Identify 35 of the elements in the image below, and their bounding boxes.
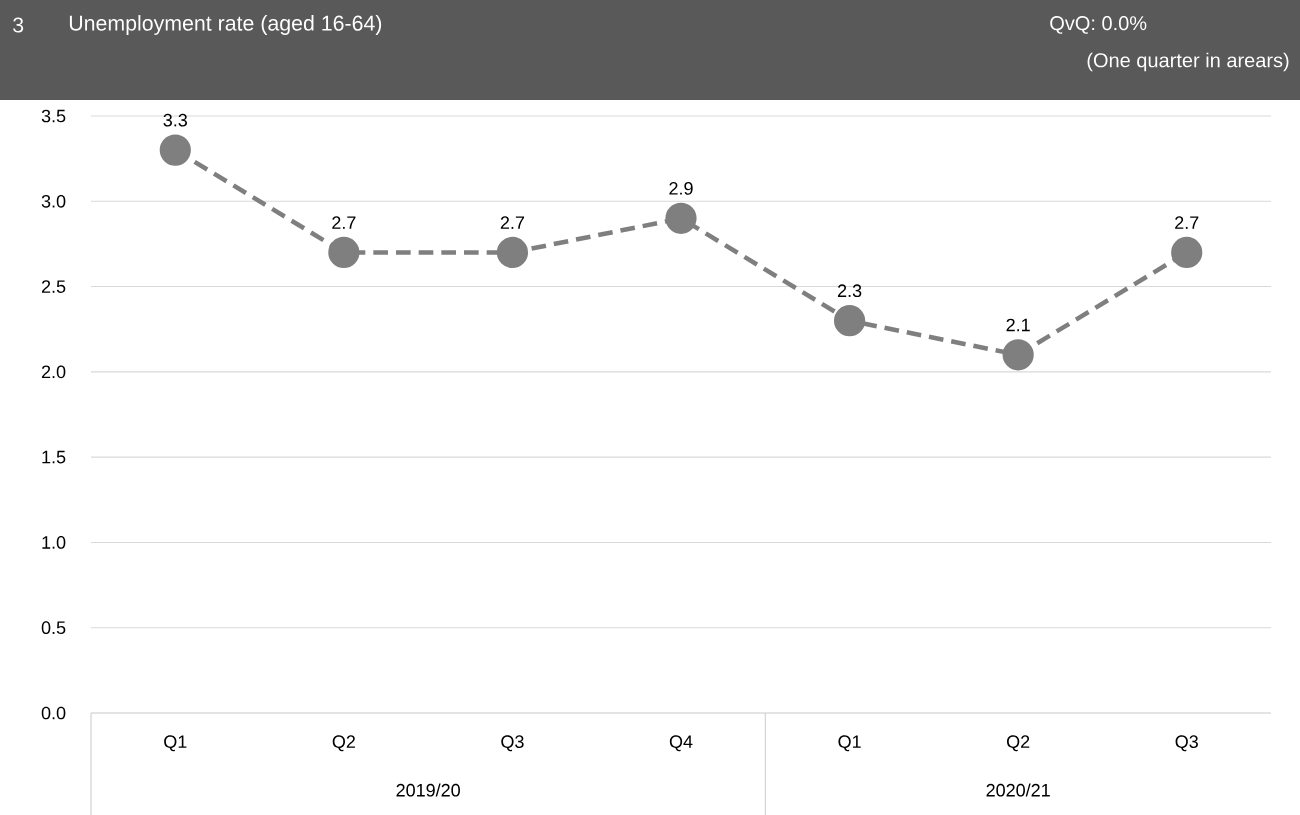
y-tick-label: 0.5 [41, 621, 66, 635]
x-tick-label: Q4 [669, 735, 693, 752]
data-label: 2.7 [1175, 216, 1199, 229]
point [328, 236, 360, 269]
x-tick-label: Q2 [332, 735, 355, 752]
data-label: 2.7 [332, 216, 356, 229]
text: 3 [13, 17, 24, 33]
point [665, 202, 697, 234]
text: 2020/21 [986, 783, 1050, 797]
y-tick-label: 2.5 [41, 280, 66, 293]
text: 2019/20 [396, 783, 460, 797]
x-tick-label: Q1 [164, 735, 187, 752]
x-tick-label: Q3 [501, 735, 524, 752]
y-tick-label: 1.0 [42, 536, 66, 549]
y-tick-label: 2.0 [41, 365, 66, 379]
point [1171, 236, 1203, 269]
y-tick-label: 1.5 [42, 450, 66, 464]
data-label: 2.9 [669, 182, 693, 195]
y-tick-label: 0.0 [41, 706, 66, 720]
point [159, 134, 191, 166]
y-tick-label: 3.0 [41, 194, 66, 208]
data-label: 3.3 [163, 113, 188, 127]
x-tick-label: Q1 [838, 735, 861, 752]
x-tick-label: Q2 [1007, 735, 1030, 752]
point [1002, 339, 1034, 371]
x-tick-label: Q3 [1175, 735, 1198, 752]
data-label: 2.3 [837, 284, 862, 298]
chart-title: Unemployment rate (aged 16-64) [69, 15, 382, 35]
point [833, 305, 866, 337]
text: (One quarter in arears) [1087, 52, 1289, 72]
point [496, 236, 529, 269]
y-tick-label: 3.5 [41, 109, 66, 123]
data-label: 2.1 [1006, 318, 1030, 332]
data-label: 2.7 [500, 216, 525, 229]
chart-subtitle: QvQ: 0.0% [1050, 16, 1147, 34]
